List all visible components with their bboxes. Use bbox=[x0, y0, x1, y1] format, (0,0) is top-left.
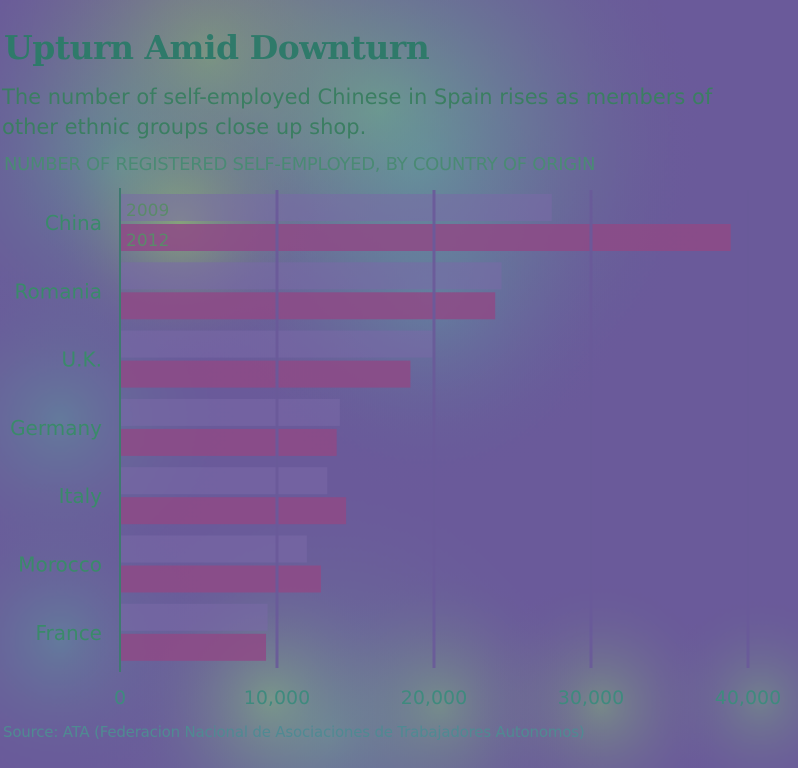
x-tick-label: 30,000 bbox=[558, 687, 624, 709]
bar-france-2009 bbox=[120, 603, 268, 631]
bar-morocco-2009 bbox=[120, 535, 307, 563]
x-tick-label: 0 bbox=[114, 687, 126, 709]
category-label: France bbox=[35, 621, 102, 645]
legend-label-2012: 2012 bbox=[126, 231, 169, 251]
bar-romania-2012 bbox=[120, 292, 496, 320]
category-label: Italy bbox=[59, 484, 103, 508]
bar-china-2012 bbox=[120, 224, 731, 251]
bar-morocco-2012 bbox=[120, 565, 321, 593]
category-label: China bbox=[45, 211, 102, 235]
category-label: Romania bbox=[15, 279, 102, 303]
bar-china-2009 bbox=[120, 194, 552, 221]
bar-germany-2009 bbox=[120, 398, 340, 426]
bar-italy-2009 bbox=[120, 467, 328, 495]
chart-subtitle: The number of self-employed Chinese in S… bbox=[2, 85, 713, 139]
source-note: Source: ATA (Federacion Nacional de Asoc… bbox=[3, 723, 585, 741]
tick-labels-group: 0 10,000 20,000 30,000 40,000 bbox=[114, 687, 781, 709]
category-label: Morocco bbox=[18, 553, 102, 577]
bar-italy-2012 bbox=[120, 497, 347, 525]
x-tick-label: 20,000 bbox=[401, 687, 467, 709]
x-tick-label: 40,000 bbox=[715, 687, 781, 709]
category-labels-group: China Romania U.K. Germany Italy Morocco Franc… bbox=[10, 211, 102, 645]
bar-romania-2009 bbox=[120, 262, 502, 290]
chart-title: Upturn Amid Downturn bbox=[4, 28, 430, 67]
bars-group bbox=[120, 190, 750, 668]
category-label: Germany bbox=[10, 416, 102, 440]
x-tick-label: 10,000 bbox=[244, 687, 310, 709]
section-label: NUMBER OF REGISTERED SELF-EMPLOYED, BY C… bbox=[4, 154, 596, 175]
bar-germany-2012 bbox=[120, 428, 337, 456]
bar-france-2012 bbox=[120, 633, 267, 661]
category-label: U.K. bbox=[62, 348, 102, 372]
bar-uk-2012 bbox=[120, 360, 411, 388]
legend-label-2009: 2009 bbox=[126, 201, 169, 221]
